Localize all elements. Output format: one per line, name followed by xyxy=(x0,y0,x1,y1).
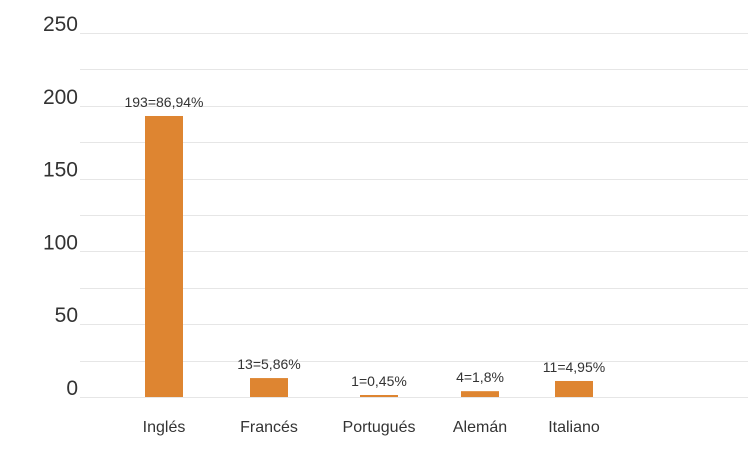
y-tick-label: 150 xyxy=(43,159,78,182)
data-labels-layer: 193=86,94% 13=5,86% 1=0,45% 4=1,8% 11=4,95% xyxy=(124,94,605,389)
bar xyxy=(555,380,593,397)
data-label: 11=4,95% xyxy=(543,359,605,375)
x-category-label: Italiano xyxy=(548,419,600,436)
data-label: 1=0,45% xyxy=(351,373,407,389)
bars-layer xyxy=(145,115,593,397)
bar xyxy=(360,395,398,397)
data-label: 13=5,86% xyxy=(237,356,300,372)
y-tick-label: 200 xyxy=(43,86,78,109)
x-category-label: Inglés xyxy=(143,419,186,436)
bar xyxy=(250,378,288,397)
y-axis-ticks: 0 50 100 150 200 250 xyxy=(43,13,78,400)
bar xyxy=(145,115,183,397)
data-label: 4=1,8% xyxy=(456,369,504,385)
y-tick-label: 50 xyxy=(55,304,78,327)
x-category-label: Francés xyxy=(240,419,298,436)
data-label: 193=86,94% xyxy=(124,94,203,110)
y-tick-label: 0 xyxy=(66,377,78,400)
y-tick-label: 250 xyxy=(43,13,78,36)
bar xyxy=(461,391,499,397)
grid-layer xyxy=(80,33,748,398)
x-category-label: Portugués xyxy=(343,419,416,436)
x-axis-categories: Inglés Francés Portugués Alemán Italiano xyxy=(143,419,600,436)
y-tick-label: 100 xyxy=(43,231,78,254)
x-category-label: Alemán xyxy=(453,419,507,436)
